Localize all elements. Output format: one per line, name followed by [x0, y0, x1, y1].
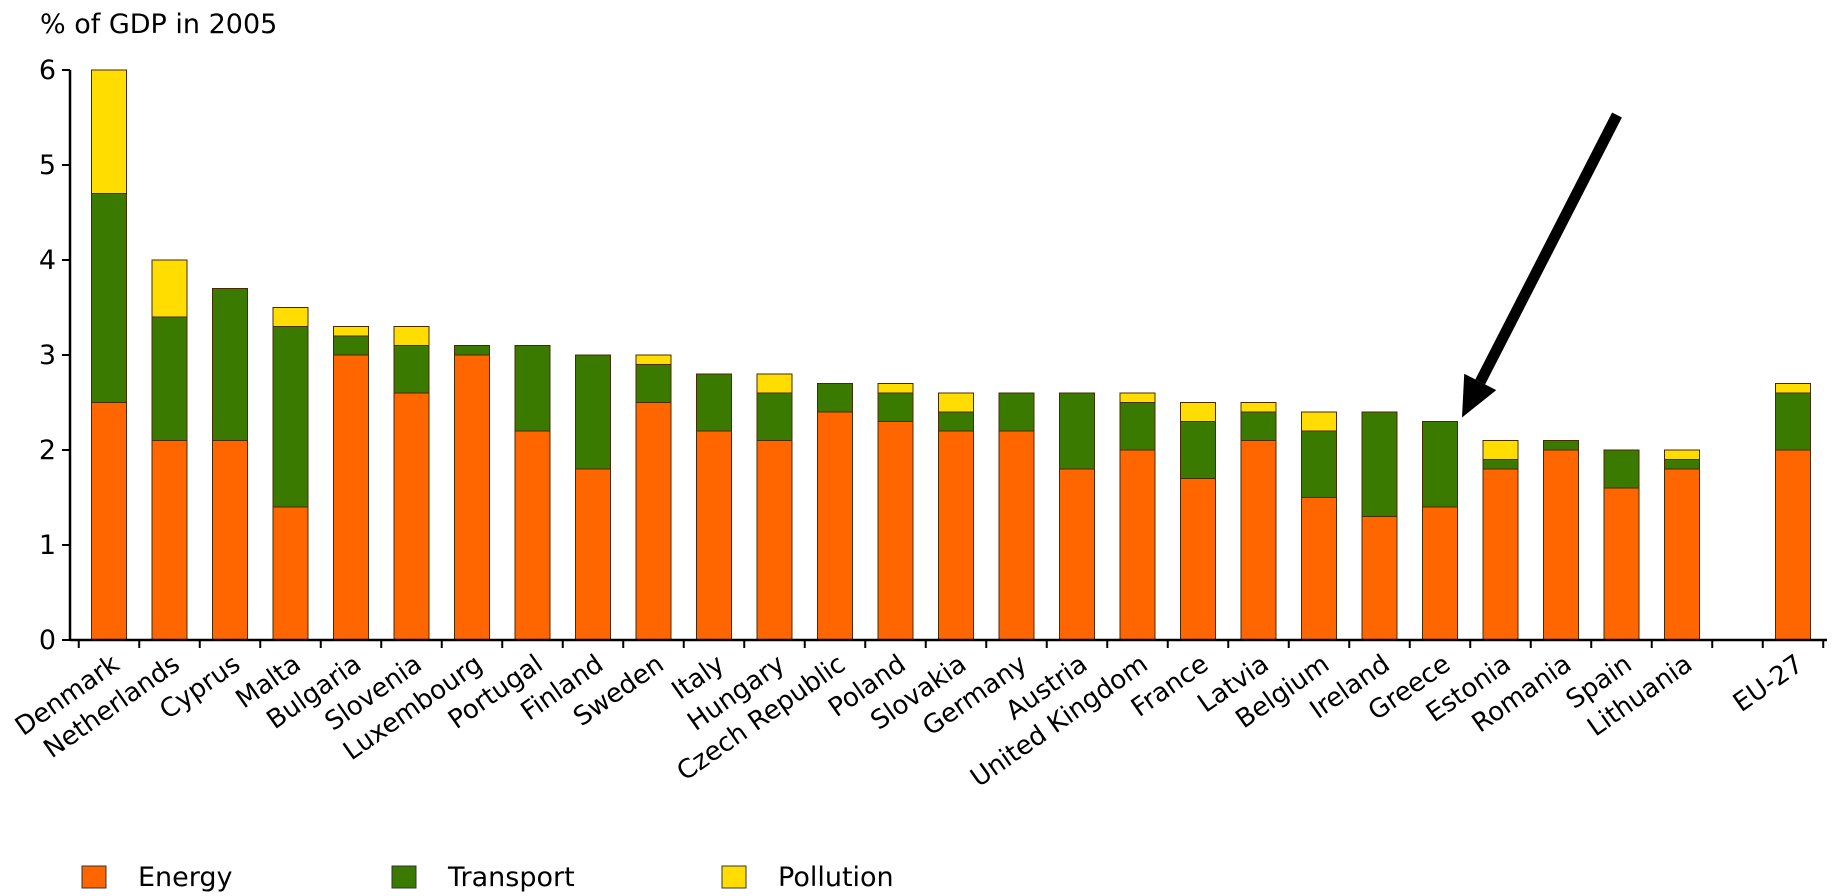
y-tick-label-5: 5	[39, 150, 56, 181]
x-tick-label-eu-27: EU-27	[1728, 649, 1809, 718]
bar-spain-transport	[1604, 450, 1639, 488]
bar-hungary-energy	[757, 441, 792, 641]
bar-estonia-transport	[1483, 460, 1518, 470]
bar-italy-energy	[697, 431, 732, 640]
bar-malta-transport	[273, 327, 308, 508]
bar-denmark-transport	[92, 194, 127, 403]
bar-czech-republic-energy	[818, 412, 853, 640]
bar-bulgaria-energy	[334, 355, 369, 640]
bar-slovakia-energy	[939, 431, 974, 640]
bar-latvia-pollution	[1241, 403, 1276, 413]
bar-ireland-energy	[1362, 517, 1397, 641]
bar-united-kingdom-energy	[1120, 450, 1155, 640]
bar-lithuania-energy	[1665, 469, 1700, 640]
bar-slovakia-pollution	[939, 393, 974, 412]
bar-ireland-transport	[1362, 412, 1397, 517]
bar-slovenia-pollution	[394, 327, 429, 346]
legend-label-transport: Transport	[447, 862, 575, 893]
bar-sweden-transport	[636, 365, 671, 403]
bar-finland-energy	[576, 469, 611, 640]
bar-malta-pollution	[273, 308, 308, 327]
bar-portugal-transport	[515, 346, 550, 432]
bar-france-pollution	[1181, 403, 1216, 422]
plot-area	[92, 70, 1811, 640]
bar-united-kingdom-transport	[1120, 403, 1155, 451]
bar-belgium-transport	[1302, 431, 1337, 498]
bar-germany-energy	[999, 431, 1034, 640]
bar-sweden-energy	[636, 403, 671, 641]
bar-luxembourg-transport	[455, 346, 490, 356]
legend-swatch-transport	[392, 866, 416, 888]
bar-netherlands-transport	[152, 317, 187, 441]
bar-austria-energy	[1060, 469, 1095, 640]
bar-spain-energy	[1604, 488, 1639, 640]
bar-czech-republic-transport	[818, 384, 853, 413]
bar-hungary-transport	[757, 393, 792, 441]
bar-romania-energy	[1544, 450, 1579, 640]
bar-united-kingdom-pollution	[1120, 393, 1155, 403]
bar-malta-energy	[273, 507, 308, 640]
bar-romania-transport	[1544, 441, 1579, 451]
bar-france-transport	[1181, 422, 1216, 479]
y-tick-label-1: 1	[39, 530, 56, 561]
bar-luxembourg-energy	[455, 355, 490, 640]
bar-estonia-energy	[1483, 469, 1518, 640]
bar-netherlands-energy	[152, 441, 187, 641]
bar-eu-27-transport	[1776, 393, 1811, 450]
y-unit-label: % of GDP in 2005	[40, 9, 277, 40]
bar-lithuania-pollution	[1665, 450, 1700, 460]
bar-italy-transport	[697, 374, 732, 431]
bar-finland-transport	[576, 355, 611, 469]
annotation-arrow-shaft	[1480, 115, 1617, 382]
bar-portugal-energy	[515, 431, 550, 640]
bar-eu-27-energy	[1776, 450, 1811, 640]
legend-label-energy: Energy	[138, 862, 233, 893]
y-tick-label-0: 0	[39, 625, 56, 656]
bar-belgium-pollution	[1302, 412, 1337, 431]
bar-cyprus-transport	[213, 289, 248, 441]
y-tick-label-3: 3	[39, 340, 56, 371]
bar-poland-energy	[878, 422, 913, 641]
bar-slovenia-energy	[394, 393, 429, 640]
y-tick-label-2: 2	[39, 435, 56, 466]
bar-france-energy	[1181, 479, 1216, 641]
legend: Energy Transport Pollution	[82, 862, 894, 893]
bar-belgium-energy	[1302, 498, 1337, 641]
bar-greece-energy	[1423, 507, 1458, 640]
bar-greece-transport	[1423, 422, 1458, 508]
bar-poland-pollution	[878, 384, 913, 394]
bar-lithuania-transport	[1665, 460, 1700, 470]
bar-denmark-pollution	[92, 70, 127, 194]
y-tick-label-6: 6	[39, 55, 56, 86]
bar-hungary-pollution	[757, 374, 792, 393]
annotation-layer	[1462, 115, 1617, 418]
bar-slovakia-transport	[939, 412, 974, 431]
bar-poland-transport	[878, 393, 913, 422]
bar-netherlands-pollution	[152, 260, 187, 317]
bar-cyprus-energy	[213, 441, 248, 641]
legend-swatch-energy	[82, 866, 106, 888]
bar-denmark-energy	[92, 403, 127, 641]
bar-eu-27-pollution	[1776, 384, 1811, 394]
bar-bulgaria-transport	[334, 336, 369, 355]
legend-swatch-pollution	[722, 866, 746, 888]
bar-slovenia-transport	[394, 346, 429, 394]
bar-bulgaria-pollution	[334, 327, 369, 337]
y-tick-label-4: 4	[39, 245, 56, 276]
bar-estonia-pollution	[1483, 441, 1518, 460]
bar-austria-transport	[1060, 393, 1095, 469]
bar-germany-transport	[999, 393, 1034, 431]
bar-latvia-energy	[1241, 441, 1276, 641]
bar-latvia-transport	[1241, 412, 1276, 441]
bar-sweden-pollution	[636, 355, 671, 365]
legend-label-pollution: Pollution	[778, 862, 894, 893]
